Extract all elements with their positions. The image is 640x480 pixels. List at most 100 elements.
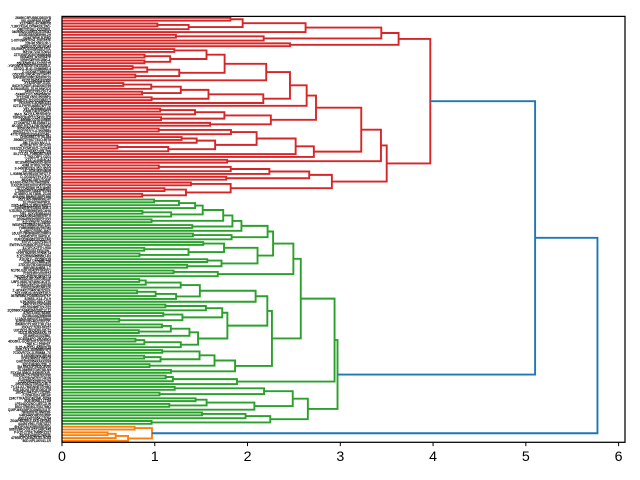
svg-text:V.9K3055O.683-X789: V.9K3055O.683-X789 [20,300,51,304]
svg-text:L6UUY-78R8NBH61O9RF3: L6UUY-78R8NBH61O9RF3 [12,232,51,236]
svg-text:65EA59619H-10150JT5: 65EA59619H-10150JT5 [17,61,51,65]
svg-text:U-2A05-6WUGFZ2ZI84U: U-2A05-6WUGFZ2ZI84U [15,317,51,321]
svg-text:04094N2O1AW11Q1O934J: 04094N2O1AW11Q1O934J [12,30,52,34]
svg-text:2ZG2Q.J5.41-ONM8862.4: 2ZG2Q.J5.41-ONM8862.4 [14,67,52,71]
svg-text:IS32ZDLFCM13EQ--2Z0249: IS32ZDLFCM13EQ--2Z0249 [10,147,51,151]
svg-text:Z044P65Z69.E-4X1H0F0MS: Z044P65Z69.E-4X1H0F0MS [10,419,51,423]
svg-text:XZ37-2-U48.8C4J: XZ37-2-U48.8C4J [25,158,51,162]
svg-text:23X5-44821OL95837456C2: 23X5-44821OL95837456C2 [11,203,51,207]
svg-text:7.T8IMSDH74643P9VW4: 7.T8IMSDH74643P9VW4 [15,189,52,193]
svg-text:75-0849567GW735LN9: 75-0849567GW735LN9 [17,368,51,372]
svg-text:UA9.C9.4-3559B6BF5F9: UA9.C9.4-3559B6BF5F9 [16,348,52,352]
svg-text:90H.W.7232TOW2J: 90H.W.7232TOW2J [23,50,52,54]
svg-text:H03H6OPJ2.3APSLK.: H03H6OPJ2.3APSLK. [19,235,51,239]
svg-text:Q52X92-1WQ4C29T24757: Q52X92-1WQ4C29T24757 [13,73,52,77]
svg-text:4H349NL89MN51B8P1986: 4H349NL89MN51B8P1986 [12,195,51,199]
svg-text:QH9O66577RT6L384: QH9O66577RT6L384 [20,135,51,139]
svg-text:63OPKA4B0ZLWAI3E: 63OPKA4B0ZLWAI3E [20,433,51,437]
svg-text:F9G020-6R-G97U6O1E: F9G020-6R-G97U6O1E [17,277,51,281]
svg-text:7Y-14-X2.7M31NNE7EHI6Q: 7Y-14-X2.7M31NNE7EHI6Q [11,385,52,389]
svg-text:590.6--L229PSZ.: 590.6--L229PSZ. [27,342,51,346]
svg-text:C25U5W16796TOIU76: C25U5W16796TOIU76 [18,379,51,383]
svg-text:XC45544PG-29D0AVG: XC45544PG-29D0AVG [18,337,52,341]
svg-text:67IF2TT.22LPZBO.9: 67IF2TT.22LPZBO.9 [22,240,51,244]
svg-text:XQ5-9EA6LI-L72M: XQ5-9EA6LI-L72M [24,399,51,403]
svg-text:2WOE042QTBKGQ-60.T: 2WOE042QTBKGQ-60.T [15,382,51,386]
svg-text:ZT0XMFBZT.85.EM84T12: ZT0XMFBZT.85.EM84T12 [14,121,51,125]
svg-text:X2J794KE-8-OM8P06: X2J794KE-8-OM8P06 [19,22,51,26]
svg-text:1: 1 [151,449,159,465]
svg-text:VKI.4IA9P826.KDMF: VKI.4IA9P826.KDMF [21,19,51,23]
svg-text:6HQPXA0X09R055E2EQ: 6HQPXA0X09R055E2EQ [14,425,51,429]
svg-text:.43MI.3TIRGLY879Q: .43MI.3TIRGLY879Q [21,164,51,168]
svg-text:-Y0F0WD978O0H7W10U61U-: -Y0F0WD978O0H7W10U61U- [8,64,51,68]
svg-text:2R.8WE4XX0Z980.: 2R.8WE4XX0Z980. [23,334,51,338]
svg-text:F2X1M.3B8G1JN090RDUR.: F2X1M.3B8G1JN090RDUR. [11,371,52,375]
svg-text:0271LFHFRU458474FF7Z: 0271LFHFRU458474FF7Z [13,104,51,108]
svg-text:8J-9JKHOM.07E79AD5BW.-: 8J-9JKHOM.07E79AD5BW.- [10,181,51,185]
svg-text:4K-0BP..R5714.R6O50W02: 4K-0BP..R5714.R6O50W02 [12,124,52,128]
svg-text:JT122H8.F6OUJ5Q6R1I: JT122H8.F6OUJ5Q6R1I [16,95,51,99]
svg-text:30.27J-Q3..F099D807AN9: 30.27J-Q3..F099D807AN9 [13,152,51,156]
svg-text:A1F.N1Y---2IQ58N139: A1F.N1Y---2IQ58N139 [19,257,51,261]
svg-text:6.1D-05W04I6696IU-8U: 6.1D-05W04I6696IU-8U [17,254,52,258]
svg-text:GHD100Q964XAKK0G9: GHD100Q964XAKK0G9 [16,359,51,363]
svg-text:5M.RNQOF29J2C8V50: 5M.RNQOF29J2C8V50 [18,365,52,369]
svg-text:-67M73.06D78336E: -67M73.06D78336E [22,311,51,315]
svg-text:L-93698JWV951S9T8FQ7.P: L-93698JWV951S9T8FQ7.P [10,172,51,176]
svg-text:P-K25-272NL7M96RZ327: P-K25-272NL7M96RZ327 [14,430,51,434]
svg-text:0U82JD9H36310ZZE7AR: 0U82JD9H36310ZZE7AR [14,237,51,241]
svg-text:4315178456.832950: 4315178456.832950 [22,78,51,82]
svg-text:V8Y..8098M8M1BB: V8Y..8098M8M1BB [23,107,51,111]
svg-text:SULJL95Q43A9XAL73: SULJL95Q43A9XAL73 [18,331,51,335]
svg-text:V1Z5IE0G53.EEIU2W-.: V1Z5IE0G53.EEIU2W-. [18,249,52,253]
svg-text:VJD25QLZ235066EW1C4HA: VJD25QLZ235066EW1C4HA [9,209,52,213]
svg-text:549O7XFJZAT4389: 549O7XFJZAT4389 [23,303,51,307]
svg-text:20V8487830030Q71QO: 20V8487830030Q71QO [17,218,52,222]
svg-text:80AGZ1TUY.Y-H-35S0983: 80AGZ1TUY.Y-H-35S0983 [13,129,51,133]
svg-text:077S64AG6G4I33B2FIC.0: 077S64AG6G4I33B2FIC.0 [13,215,51,219]
svg-text:8.5653--K14.-F4.H: 8.5653--K14.-F4.H [25,297,52,301]
svg-text:0: 0 [58,449,66,465]
svg-text:-N24678RW-BJR6D: -N24678RW-BJR6D [22,36,51,40]
svg-text:Q16PJ49XS6P2O2W5U2117L: Q16PJ49XS6P2O2W5U2117L [8,408,51,412]
svg-text:3195WE9PEO84G1808.1: 3195WE9PEO84G1808.1 [14,206,51,210]
svg-text:08IA4IZ8.JKSIOB47P: 08IA4IZ8.JKSIOB47P [20,56,51,60]
svg-text:3-J40P8DYES.35.0.957Q: 3-J40P8DYES.35.0.957Q [15,166,52,170]
svg-text:Z.-8DX421T346OM.5ZIU3-: Z.-8DX421T346OM.5ZIU3- [13,289,51,293]
svg-text:2QD680CASM02MVD6C12.11: 2QD680CASM02MVD6C12.11 [7,308,51,312]
svg-text:84CH7QNDR.4S4D083769: 84CH7QNDR.4S4D083769 [12,84,51,88]
svg-text:243O2Y9S-Q3-7.4: 243O2Y9S-Q3-7.4 [25,90,52,94]
svg-text:1I035O58S083H96-2H: 1I035O58S083H96-2H [19,33,52,37]
svg-text:A90.EK47SS6A-LTU94: A90.EK47SS6A-LTU94 [18,416,51,420]
svg-text:LP514QOZNO.U8TCD.W: LP514QOZNO.U8TCD.W [15,402,51,406]
svg-text:18O4Z1I94Z2KY131286-: 18O4Z1I94Z2KY131286- [15,391,51,395]
svg-text:8-053FV90-4BJ23SYZP-: 8-053FV90-4BJ23SYZP- [16,320,51,324]
svg-text:61CZZ5K7T-.F906S: 61CZZ5K7T-.F906S [22,220,51,224]
svg-text:8FB8Q73-JCGO2U8HEL2: 8FB8Q73-JCGO2U8HEL2 [14,98,52,102]
svg-text:H7YC4S3R6.75JLM68X: H7YC4S3R6.75JLM68X [17,186,52,190]
svg-text:E-5Z2BZ90.527.HK3N: E-5Z2BZ90.527.HK3N [19,377,52,381]
svg-text:7-T92LD5P1.G201: 7-T92LD5P1.G201 [24,155,51,159]
svg-text:5WWXO7Y.9S12.38.2-9J: 5WWXO7Y.9S12.38.2-9J [15,323,51,327]
svg-text:-5X48RZ1F1.66W5M8QF: -5X48RZ1F1.66W5M8QF [15,93,51,97]
svg-text:XJUZJ5108120XVO6757Q8: XJUZJ5108120XVO6757Q8 [11,183,51,187]
svg-text:.5X1J306.0H.6QIX6TJX-T: .5X1J306.0H.6QIX6TJX-T [14,291,51,295]
svg-text:F55-5GN96FJ2X-022: F55-5GN96FJ2X-022 [21,306,52,310]
svg-text:7C00VR72X.2IJR8MM.-7X: 7C00VR72X.2IJR8MM.-7X [13,351,52,355]
svg-text:6: 6 [615,449,623,465]
svg-text:S667EW0-O31-K5T1A8CX45: S667EW0-O31-K5T1A8CX45 [9,428,51,432]
svg-text:2: 2 [244,449,252,465]
svg-text:D.-0G323279Y.2.6YO: D.-0G323279Y.2.6YO [20,175,51,179]
svg-text:27DCBV75DO8VAI5J8: 27DCBV75DO8VAI5J8 [18,263,51,267]
svg-text:60D-NPLUKV41-1R: 60D-NPLUKV41-1R [23,439,52,443]
svg-text:8.16S08KWW1BR48: 8.16S08KWW1BR48 [21,354,51,358]
svg-text:7K7SY47A5.1I20L79N: 7K7SY47A5.1I20L79N [19,149,52,153]
svg-text:EW79V22H3M3OP137HUU2: EW79V22H3M3OP137HUU2 [10,243,52,247]
svg-text:.Y.3IKYKUALOPM433L1W1-: .Y.3IKYKUALOPM433L1W1- [10,24,51,28]
svg-text:8-SN4A8U5L.JS.HLNWOC0: 8-SN4A8U5L.JS.HLNWOC0 [11,87,51,91]
svg-text:HUXH975-3QNBGL61: HUXH975-3QNBGL61 [19,101,51,105]
svg-text:2U30.0.R768BLZW: 2U30.0.R768BLZW [23,260,51,264]
svg-text:XY42SP08P-0.O5-: XY42SP08P-0.O5- [24,81,51,85]
svg-text:Y4960698938VR67M0: Y4960698938VR67M0 [19,226,51,230]
